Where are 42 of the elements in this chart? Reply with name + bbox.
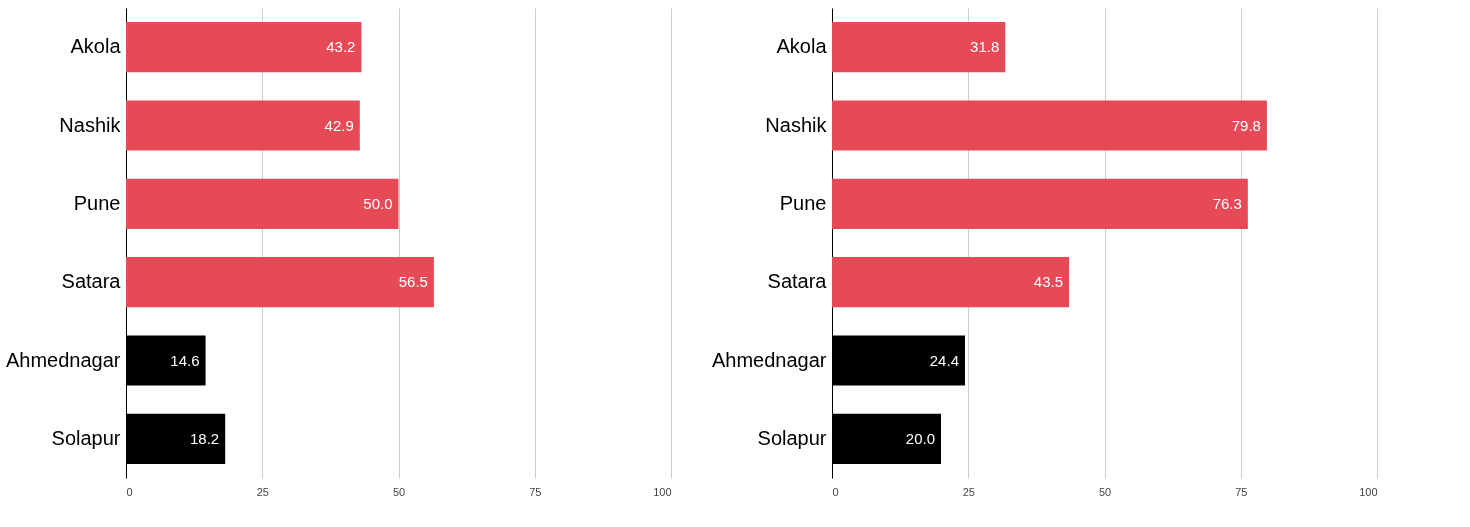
data-label: 56.5 — [398, 273, 428, 291]
y-tick-label: Solapur — [51, 426, 121, 449]
x-tick-label: 0 — [126, 485, 133, 498]
x-tick-label: 50 — [392, 485, 406, 498]
x-tick-label: 50 — [1098, 485, 1112, 498]
bar — [832, 100, 1267, 151]
data-label: 20.0 — [905, 429, 935, 447]
x-tick-label: 75 — [529, 485, 542, 498]
y-tick-label: Satara — [767, 270, 828, 293]
y-tick-label: Akola — [776, 35, 828, 58]
x-tick-label: 0 — [832, 485, 839, 498]
data-label: 43.5 — [1033, 273, 1064, 291]
bar — [832, 178, 1248, 229]
y-tick-label: Ahmednagar — [5, 348, 121, 371]
data-label: 43.2 — [326, 38, 356, 56]
data-label: 31.8 — [970, 38, 1000, 56]
y-tick-label: Nashik — [59, 113, 122, 136]
x-tick-label: 25 — [256, 485, 269, 498]
y-tick-label: Nashik — [765, 113, 828, 136]
data-label: 42.9 — [324, 116, 354, 134]
y-tick-label: Ahmednagar — [711, 348, 827, 371]
y-tick-label: Akola — [70, 35, 122, 58]
x-tick-label: 100 — [653, 485, 672, 498]
data-label: 79.8 — [1231, 116, 1261, 134]
y-tick-label: Solapur — [757, 426, 827, 449]
bar — [832, 257, 1070, 308]
y-tick-label: Pune — [779, 191, 827, 214]
bar — [126, 178, 399, 229]
x-tick-label: 75 — [1235, 485, 1248, 498]
data-label: 14.6 — [170, 351, 200, 369]
bar — [126, 257, 434, 308]
bar — [126, 22, 362, 73]
bar — [832, 22, 1006, 73]
y-tick-label: Satara — [61, 270, 122, 293]
x-tick-label: 25 — [962, 485, 975, 498]
data-label: 18.2 — [189, 429, 220, 447]
data-label: 24.4 — [929, 351, 959, 369]
bar — [126, 100, 360, 151]
x-tick-label: 100 — [1359, 485, 1378, 498]
data-label: 76.3 — [1212, 194, 1242, 212]
data-label: 50.0 — [363, 194, 393, 212]
y-tick-label: Pune — [73, 191, 121, 214]
